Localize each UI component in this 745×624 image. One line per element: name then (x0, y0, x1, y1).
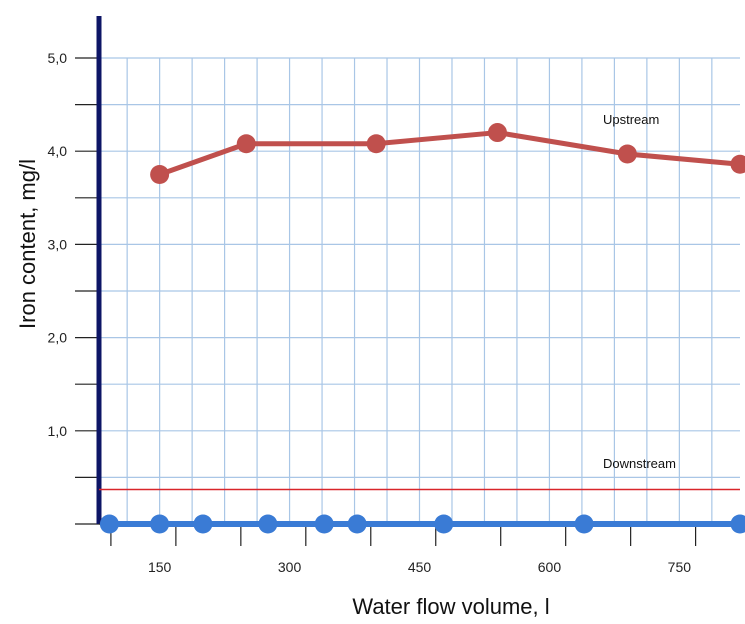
x-tick-label: 150 (148, 559, 172, 575)
data-point-upstream (487, 123, 507, 143)
x-axis-title: Water flow volume, l (352, 594, 549, 619)
data-point-downstream (730, 514, 745, 534)
x-tick-label: 750 (668, 559, 692, 575)
data-point-downstream (258, 514, 278, 534)
data-point-upstream (366, 134, 386, 154)
data-point-downstream (193, 514, 213, 534)
y-tick-label: 3,0 (48, 236, 68, 252)
data-point-downstream (99, 514, 119, 534)
x-tick-label: 450 (408, 559, 432, 575)
data-point-downstream (347, 514, 367, 534)
data-point-upstream (236, 134, 256, 154)
y-tick-label: 2,0 (48, 330, 68, 346)
y-tick-label: 1,0 (48, 423, 68, 439)
x-ticks: 150 300 450 600 750 (110, 524, 697, 575)
y-axis-title: Iron content, mg/l (15, 159, 40, 329)
data-point-downstream (434, 514, 454, 534)
y-tick-label: 5,0 (48, 50, 68, 66)
series-line-upstream (157, 130, 743, 177)
series-group (99, 123, 745, 534)
data-point-downstream (314, 514, 334, 534)
data-point-downstream (150, 514, 170, 534)
annotation-upstream: Upstream (603, 112, 659, 127)
grid (99, 57, 740, 525)
y-ticks: 1,0 2,0 3,0 4,0 5,0 (48, 50, 99, 525)
data-point-upstream (617, 144, 637, 164)
series-upstream (150, 123, 745, 184)
data-point-downstream (574, 514, 594, 534)
x-tick-label: 300 (278, 559, 302, 575)
series-downstream (99, 514, 745, 534)
data-point-upstream (730, 154, 745, 174)
annotation-downstream: Downstream (603, 456, 676, 471)
data-point-upstream (150, 165, 170, 184)
x-tick-label: 600 (538, 559, 562, 575)
y-tick-label: 4,0 (48, 143, 68, 159)
